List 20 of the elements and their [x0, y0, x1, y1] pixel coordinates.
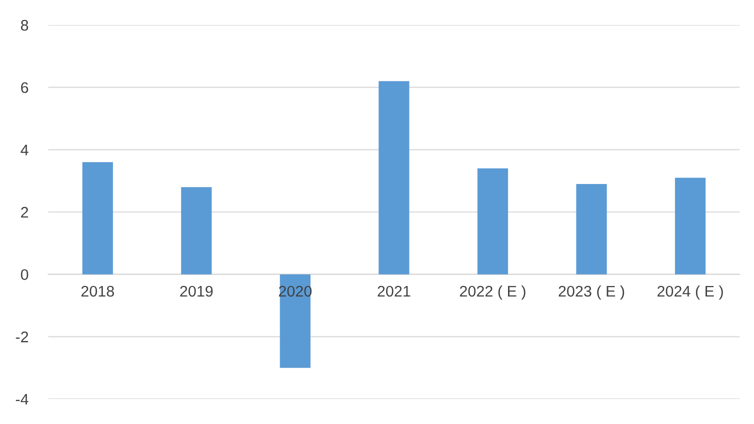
- x-tick-label: 2021: [378, 286, 410, 297]
- y-tick-label: 6: [21, 82, 28, 94]
- x-tick-label: 2023 ( E ): [558, 285, 624, 300]
- y-tick-label: 8: [20, 20, 28, 31]
- x-tick-label: 2019: [180, 286, 213, 297]
- bar: [82, 162, 113, 274]
- x-tick-label: 2024 ( E ): [658, 285, 723, 300]
- bar: [378, 81, 410, 274]
- y-tick-label: 4: [20, 144, 28, 156]
- bar: [674, 178, 706, 274]
- x-tick-label: 2018: [81, 286, 114, 297]
- y-tick-label: 2: [21, 206, 28, 218]
- y-tick-label: -2: [16, 332, 28, 342]
- y-tick-label: -4: [16, 394, 28, 405]
- y-tick-label: 0: [20, 269, 28, 280]
- x-tick-label: 2022 ( E ): [460, 285, 526, 300]
- bar: [576, 184, 607, 274]
- bar: [181, 187, 212, 274]
- bar: [477, 168, 508, 274]
- bar: [280, 274, 310, 368]
